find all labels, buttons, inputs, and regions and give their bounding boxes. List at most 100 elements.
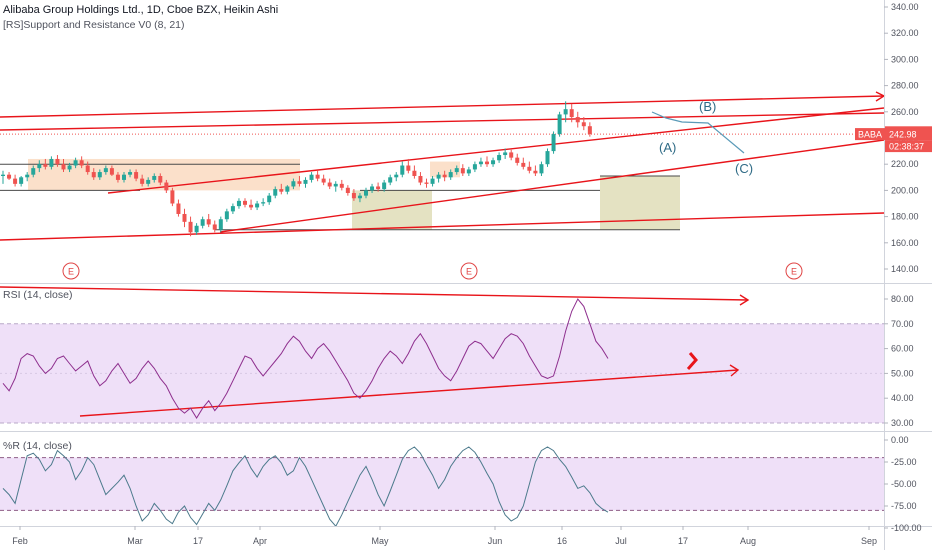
candle-body	[85, 165, 90, 173]
symbol-tag-bg	[855, 128, 885, 141]
candle-body	[97, 172, 102, 178]
time-tick-label: Jul	[615, 536, 627, 546]
rsi-series-line	[2, 298, 609, 419]
candle-body	[521, 162, 526, 167]
candle-body	[218, 219, 223, 230]
candle	[351, 189, 356, 201]
candle	[249, 199, 254, 211]
candle	[406, 158, 411, 174]
candle-body	[400, 165, 405, 175]
candle	[224, 208, 229, 222]
candle-body	[176, 203, 181, 214]
candle-body	[152, 175, 157, 180]
candle	[503, 148, 508, 159]
candle-body	[575, 117, 580, 123]
candle	[333, 181, 338, 192]
earnings-marker-label: E	[791, 267, 797, 277]
earnings-marker: E	[785, 262, 803, 280]
candle-body	[164, 182, 169, 191]
candle-body	[382, 182, 387, 190]
wr-tick-label: -25.00	[891, 457, 917, 467]
candle	[478, 157, 483, 167]
candle-body	[109, 168, 114, 175]
candle-body	[418, 175, 423, 183]
candle	[115, 172, 120, 183]
candle	[515, 153, 520, 166]
candle-body	[115, 174, 120, 180]
candle	[448, 169, 453, 180]
candle	[370, 183, 375, 194]
candle	[485, 156, 489, 167]
candle	[243, 198, 247, 208]
earnings-marker-label: E	[466, 267, 472, 277]
candle-body	[297, 181, 302, 184]
wr-legend: %R (14, close)	[3, 440, 72, 452]
candle	[273, 186, 278, 199]
candle	[128, 169, 133, 178]
wr-tick-label: -100.00	[891, 523, 922, 533]
candle	[43, 158, 48, 170]
candle-body	[491, 160, 496, 165]
candle-body	[134, 172, 139, 179]
mid-channel-line	[0, 112, 885, 131]
candle-body	[424, 182, 429, 184]
candle	[454, 165, 459, 175]
time-tick-label: Mar	[127, 536, 143, 546]
candle	[509, 149, 514, 161]
wr-tick-label: -75.00	[891, 501, 917, 511]
support-zone	[352, 190, 432, 230]
candle	[339, 179, 344, 191]
time-tick-label: Aug	[740, 536, 756, 546]
candle-body	[376, 186, 381, 190]
candle	[388, 174, 393, 186]
price-tick-label: 260.00	[891, 107, 919, 117]
candle-body	[351, 193, 356, 199]
candle	[170, 187, 175, 207]
close-price-tag-label: 242.98	[889, 130, 917, 140]
candle-body	[478, 161, 483, 165]
candle	[122, 172, 126, 183]
candle-body	[406, 165, 411, 171]
rsi-legend: RSI (14, close)	[3, 289, 73, 301]
candle-body	[170, 190, 175, 204]
rising-trend-line	[107, 107, 885, 194]
candle-body	[188, 221, 193, 233]
candle-body	[563, 109, 568, 115]
candle-body	[279, 189, 284, 192]
candle-body	[364, 190, 368, 196]
candle	[321, 174, 326, 186]
candle-body	[551, 134, 556, 152]
rsi-tick-label: 30.00	[891, 418, 914, 428]
candle-body	[533, 170, 538, 174]
candle-body	[503, 152, 508, 156]
candle-body	[122, 174, 126, 180]
candle-body	[249, 204, 254, 208]
time-tick-label: Apr	[253, 536, 267, 546]
candle-body	[103, 168, 108, 173]
wr-series-line	[2, 446, 609, 528]
candle-body	[581, 122, 586, 127]
candle	[527, 161, 532, 174]
candle-body	[273, 189, 278, 196]
time-tick-label: May	[371, 536, 389, 546]
price-tick-label: 340.00	[891, 2, 919, 12]
candle-body	[67, 165, 72, 170]
candle	[279, 183, 284, 195]
price-tick-label: 300.00	[891, 54, 919, 64]
upper-channel-line	[0, 95, 885, 118]
earnings-marker-circle	[62, 262, 80, 280]
rsi-resistance-line	[0, 286, 749, 301]
candle-body	[140, 178, 145, 184]
candle-body	[442, 174, 447, 178]
candle-body	[466, 169, 471, 174]
wave-label-b: (B)	[699, 99, 716, 114]
candle-body	[388, 177, 393, 183]
candle-body	[309, 174, 314, 180]
candle-body	[436, 174, 441, 179]
candle-body	[128, 172, 133, 175]
close-price-tag-bg	[885, 128, 932, 141]
candle	[581, 117, 586, 131]
candle-body	[285, 186, 290, 192]
